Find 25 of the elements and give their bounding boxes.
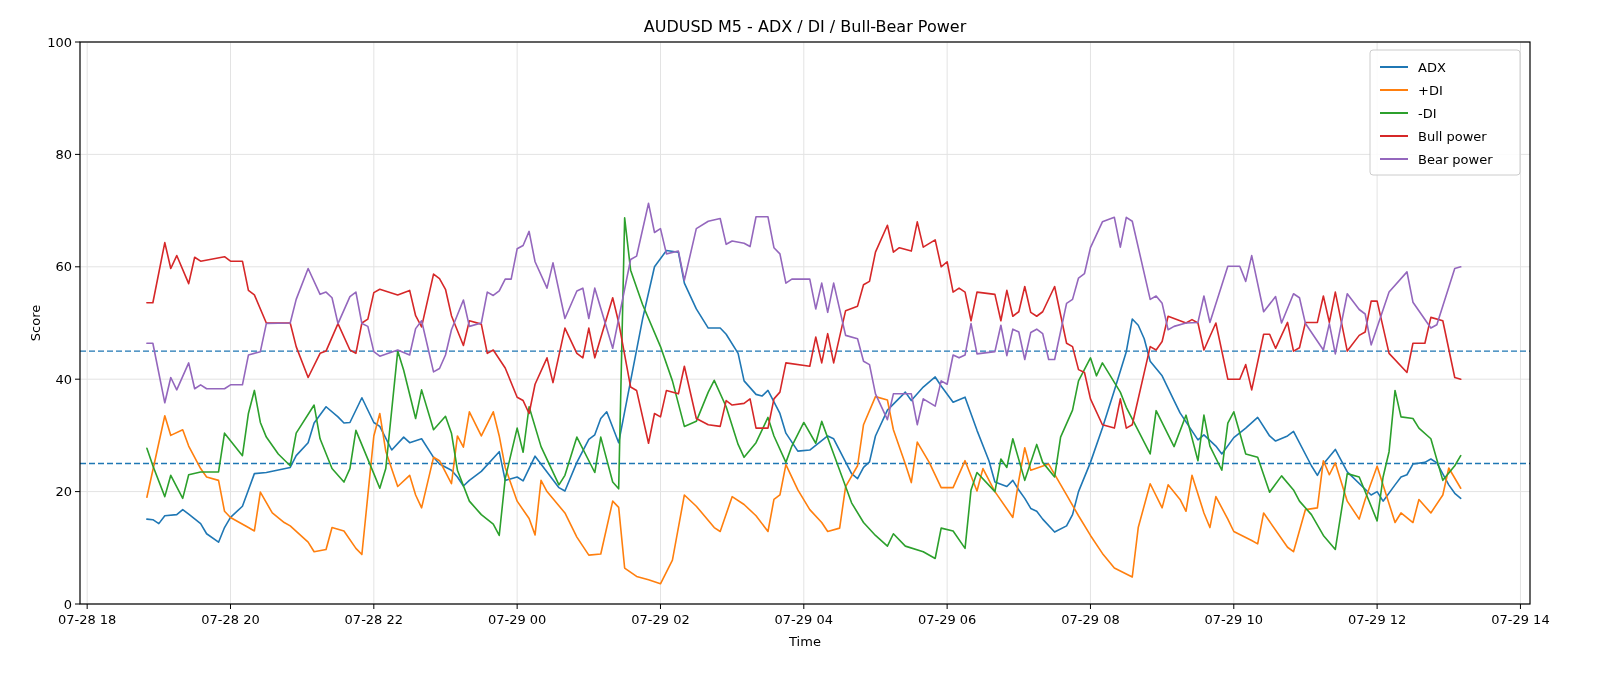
legend-label: ADX (1418, 60, 1446, 75)
y-tick-label: 80 (55, 146, 72, 162)
y-tick-label: 100 (47, 34, 72, 50)
x-tick-label: 07-29 06 (917, 612, 977, 627)
x-tick-label: 07-28 20 (201, 612, 260, 627)
x-tick-label: 07-29 04 (774, 612, 834, 627)
chart-title: AUDUSD M5 - ADX / DI / Bull-Bear Power (643, 17, 967, 36)
y-tick-label: 0 (63, 596, 72, 612)
x-tick-label: 07-29 02 (631, 612, 690, 627)
x-axis-title: Time (788, 634, 821, 649)
y-tick-label: 40 (55, 371, 72, 387)
y-tick-label: 20 (55, 484, 72, 500)
legend-label: Bear power (1418, 152, 1494, 167)
x-tick-label: 07-29 08 (1061, 612, 1120, 627)
legend-label: Bull power (1418, 129, 1488, 144)
legend-label: +DI (1418, 83, 1443, 98)
legend-label: -DI (1418, 106, 1437, 121)
x-tick-label: 07-29 10 (1204, 612, 1264, 627)
x-tick-label: 07-28 22 (344, 612, 404, 627)
x-tick-label: 07-28 18 (57, 612, 117, 627)
y-tick-label: 60 (55, 259, 72, 275)
y-axis-title: Score (28, 304, 43, 342)
x-tick-label: 07-29 14 (1491, 612, 1550, 627)
x-tick-label: 07-29 00 (487, 612, 547, 627)
x-tick-label: 07-29 12 (1347, 612, 1407, 627)
